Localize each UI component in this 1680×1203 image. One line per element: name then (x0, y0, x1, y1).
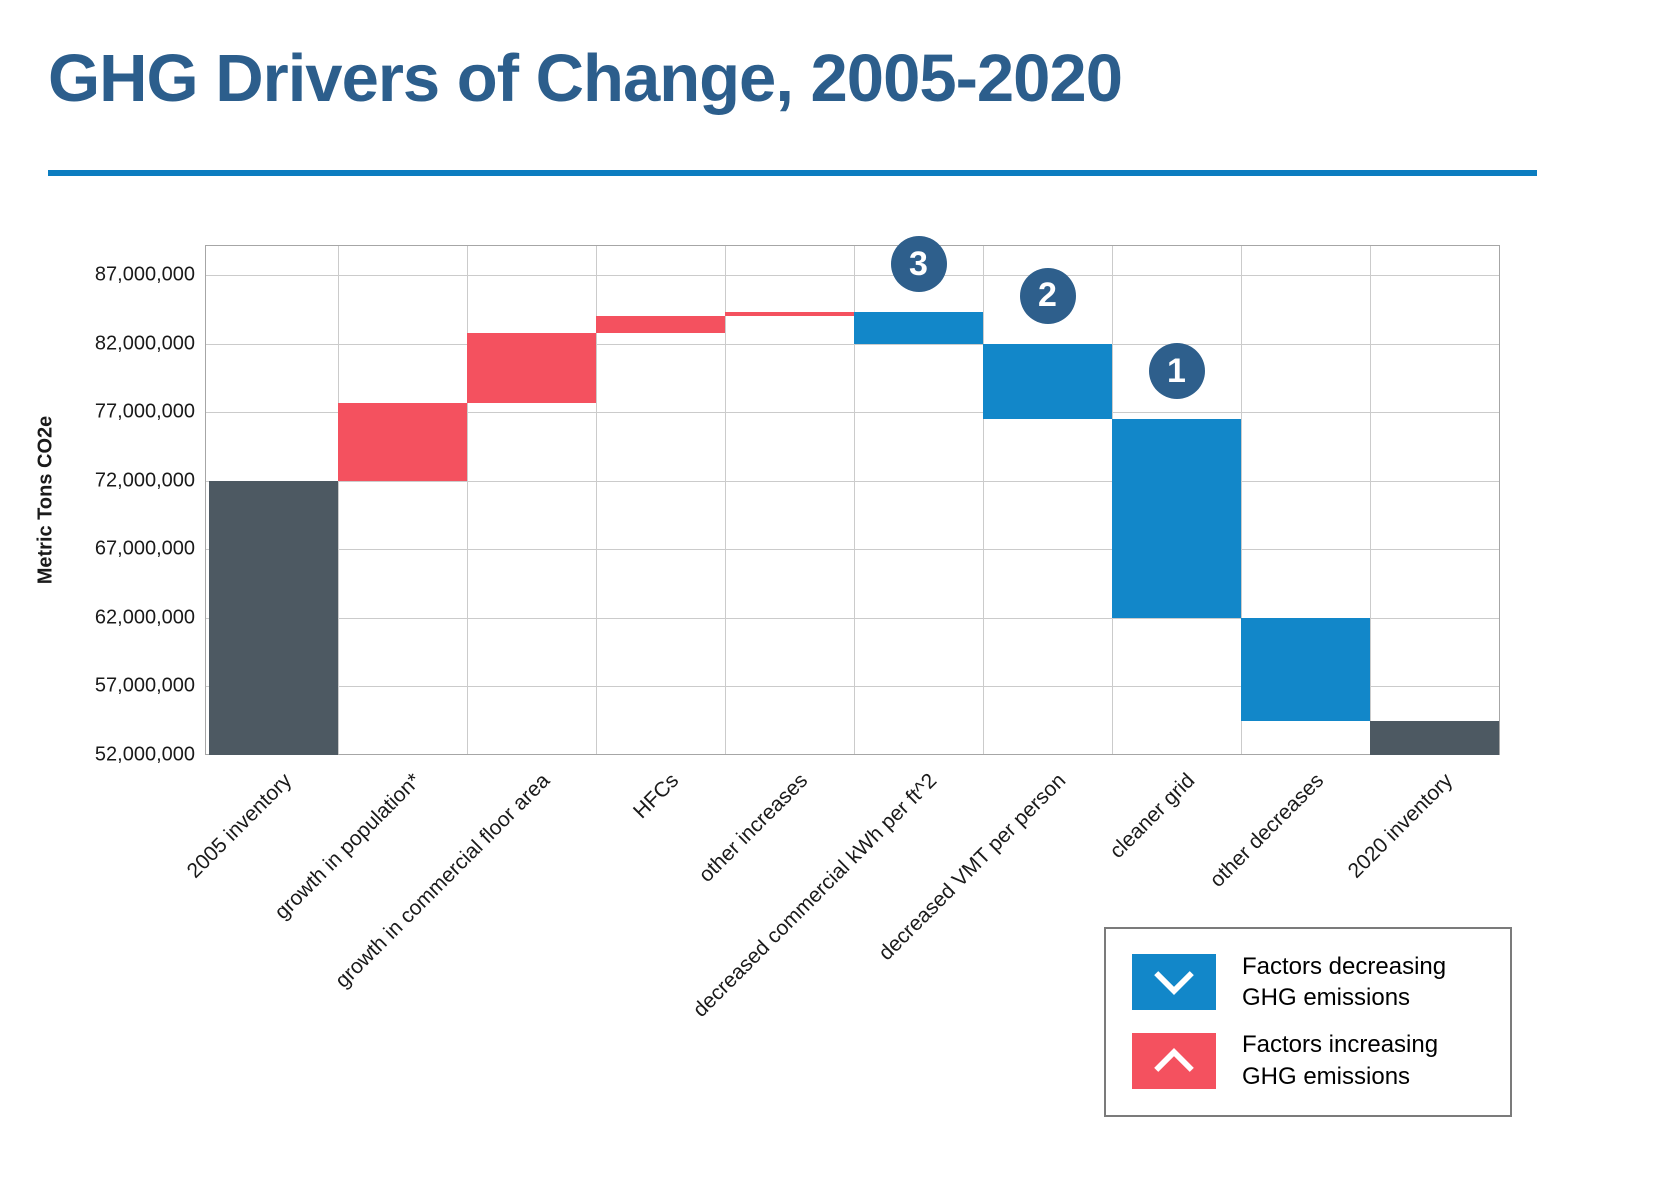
bar-cleaner-grid (1112, 419, 1241, 618)
y-tick-label: 72,000,000 (94, 469, 195, 492)
annotation-circle-3: 3 (890, 236, 947, 293)
x-axis-label-decreased-commercial-kwh-per-ft-2: decreased commercial kWh per ft^2 (688, 769, 941, 1022)
bar-other-increases (725, 312, 854, 317)
gridline-vertical (338, 246, 339, 754)
gridline-vertical (596, 246, 597, 754)
title-divider (48, 170, 1537, 176)
bar-2020-inventory (1370, 720, 1499, 755)
gridline-vertical (1241, 246, 1242, 754)
gridline-horizontal (206, 686, 1499, 688)
page-title: GHG Drivers of Change, 2005-2020 (48, 41, 1123, 116)
gridline-vertical (467, 246, 468, 754)
x-axis-label-growth-in-commercial-floor-area: growth in commercial floor area (330, 769, 554, 993)
increase-swatch (1132, 1032, 1216, 1089)
bar-decreased-vmt-per-person (983, 343, 1112, 419)
gridline-vertical (725, 246, 726, 754)
bar-growth-in-population (338, 402, 467, 481)
gridline-horizontal (206, 343, 1499, 345)
y-tick-label: 87,000,000 (94, 263, 195, 286)
bar-decreased-commercial-kwh-per-ft-2 (854, 312, 983, 344)
legend-label-decrease: Factors decreasing GHG emissions (1242, 953, 1447, 1012)
gridline-vertical (1370, 246, 1371, 754)
legend-label-increase: Factors increasing GHG emissions (1242, 1031, 1439, 1090)
y-tick-label: 52,000,000 (94, 743, 195, 766)
chevron-down-icon (1154, 971, 1194, 996)
bar-growth-in-commercial-floor-area (467, 332, 596, 403)
legend-item-increase: Factors increasing GHG emissions (1132, 1029, 1510, 1091)
legend-item-decrease: Factors decreasing GHG emissions (1132, 951, 1510, 1013)
y-tick-label: 57,000,000 (94, 674, 195, 697)
bar-2005-inventory (209, 480, 338, 755)
x-axis-label-growth-in-population: growth in population* (269, 769, 425, 924)
gridline-horizontal (206, 617, 1499, 619)
legend: Factors decreasing GHG emissions Factors… (1104, 927, 1512, 1117)
y-tick-label: 67,000,000 (94, 537, 195, 560)
gridline-vertical (854, 246, 855, 754)
bar-hfcs (596, 316, 725, 333)
decrease-swatch (1132, 954, 1216, 1011)
gridline-horizontal (206, 412, 1499, 414)
y-tick-label: 77,000,000 (94, 400, 195, 423)
gridline-horizontal (206, 275, 1499, 276)
y-tick-label: 82,000,000 (94, 332, 195, 355)
chevron-up-icon (1154, 1047, 1194, 1072)
annotation-circle-2: 2 (1019, 267, 1076, 324)
gridline-horizontal (206, 549, 1499, 551)
x-axis-label-decreased-vmt-per-person: decreased VMT per person (873, 769, 1070, 965)
gridline-horizontal (206, 480, 1499, 482)
annotation-circle-1: 1 (1148, 343, 1205, 399)
x-axis-label-other-increases: other increases (693, 769, 812, 887)
gridline-vertical (983, 246, 984, 754)
x-axis-label-hfcs: HFCs (628, 769, 683, 824)
y-tick-label: 62,000,000 (94, 606, 195, 629)
bar-other-decreases (1241, 617, 1370, 721)
